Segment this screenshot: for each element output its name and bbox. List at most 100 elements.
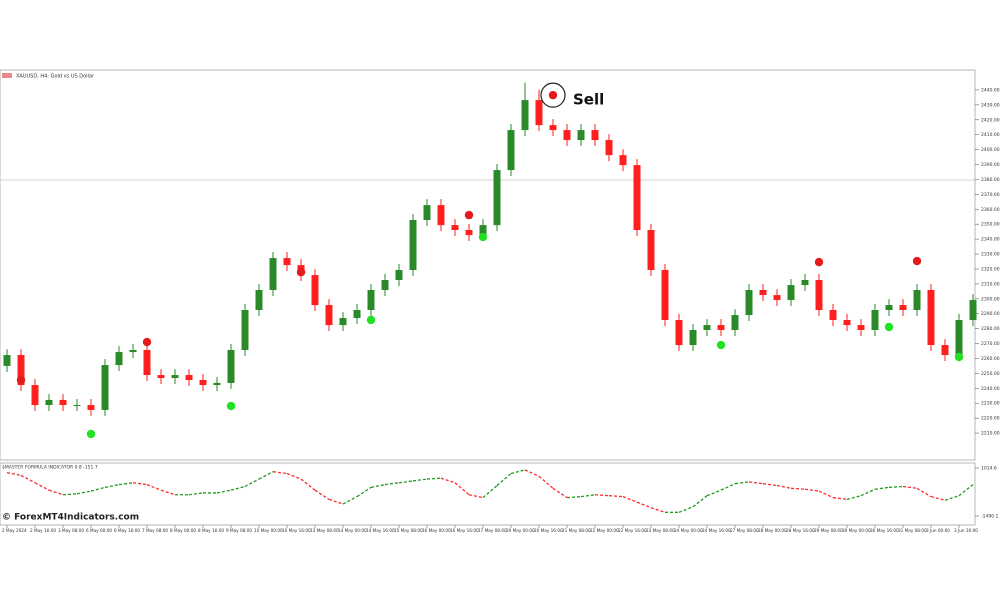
indicator-segment	[90, 486, 106, 492]
x-tick-label: 27 May 08:00	[730, 528, 759, 533]
indicator-segment	[62, 493, 78, 496]
x-tick-label: 3 Jun 00:00	[926, 528, 950, 533]
candle-body	[689, 329, 697, 346]
indicator-segment	[342, 496, 358, 505]
indicator-segment	[468, 494, 484, 499]
indicator-segment	[930, 495, 946, 501]
indicator-segment	[286, 472, 302, 480]
indicator-segment	[692, 495, 708, 508]
signal-dot	[884, 322, 894, 332]
indicator-segment	[524, 469, 540, 477]
candle-body	[409, 220, 417, 271]
y-tick-label: 2270.00	[981, 341, 1000, 347]
y-tick-label: 2310.00	[981, 281, 1000, 287]
y-tick-label: 2240.00	[981, 386, 1000, 392]
y-tick-label: 2420.00	[981, 117, 1000, 123]
candle-body	[801, 280, 809, 286]
indicator-segment	[160, 489, 176, 496]
candle-body	[605, 140, 613, 156]
candle-body	[899, 305, 907, 310]
candle-body	[577, 130, 585, 141]
candle-body	[437, 205, 445, 226]
signal-dot	[86, 429, 96, 439]
candle-body	[171, 375, 179, 379]
signal-dot	[296, 267, 306, 277]
candle-body	[87, 405, 95, 410]
candle-body	[465, 230, 473, 236]
candle-body	[3, 355, 11, 366]
indicator-segment	[314, 489, 330, 500]
signal-dot	[16, 375, 26, 385]
candle-body	[129, 349, 137, 353]
indicator-segment	[902, 485, 918, 489]
indicator-segment	[720, 483, 736, 491]
indicator-segment	[678, 506, 694, 513]
indicator-segment	[594, 494, 610, 497]
y-tick-label: 2230.00	[981, 401, 1000, 407]
indicator-segment	[706, 489, 722, 497]
indicator-segment	[888, 485, 904, 489]
candle-body	[955, 319, 963, 356]
candle-body	[479, 225, 487, 236]
y-tick-label: 2330.00	[981, 252, 1000, 258]
x-tick-label: 14 May 16:00	[366, 528, 395, 533]
x-tick-label: 21 May 08:00	[562, 528, 591, 533]
signal-dot	[548, 90, 558, 100]
candle-body	[367, 289, 375, 310]
indicator-segment	[622, 496, 638, 503]
candle-body	[199, 379, 207, 386]
x-tick-label: 14 May 00:00	[338, 528, 367, 533]
candle-body	[353, 309, 361, 319]
indicator-segment	[328, 498, 344, 505]
x-tick-label: 8 May 16:00	[198, 528, 224, 533]
indicator-segment	[916, 487, 932, 498]
chart-header: XAUUSD, H4: Gold vs US Dollar	[16, 74, 95, 80]
y-tick-label: 2290.00	[981, 311, 1000, 317]
indicator-segment	[20, 474, 36, 484]
indicator-segment	[398, 480, 414, 484]
candle-body	[241, 309, 249, 350]
candle-body	[521, 100, 529, 131]
candle-body	[17, 355, 25, 386]
x-tick-label: 20 May 00:00	[506, 528, 535, 533]
signal-dot	[142, 337, 152, 347]
y-tick-label: 2250.00	[981, 371, 1000, 377]
x-tick-label: 23 May 08:00	[646, 528, 675, 533]
main-panel	[0, 69, 976, 461]
signal-dot	[814, 257, 824, 267]
candle-body	[325, 305, 333, 326]
indicator-segment	[762, 483, 778, 487]
indicator-segment	[636, 501, 652, 509]
candle-body	[829, 309, 837, 320]
indicator-segment	[496, 473, 512, 487]
candle-body	[395, 270, 403, 281]
indicator-segment	[944, 495, 960, 501]
candle-body	[311, 275, 319, 306]
indicator-segment	[580, 494, 596, 498]
x-tick-label: 6 May 00:00	[86, 528, 112, 533]
x-tick-label: 10 May 00:00	[254, 528, 283, 533]
indicator-segment	[566, 495, 582, 499]
candle-body	[787, 285, 795, 300]
indicator-segment	[132, 482, 148, 486]
indicator-segment	[440, 477, 456, 484]
x-tick-label: 17 May 08:00	[478, 528, 507, 533]
indicator-segment	[118, 482, 134, 486]
indicator-segment	[650, 507, 666, 513]
y-tick-label: 2280.00	[981, 326, 1000, 332]
candle-body	[451, 225, 459, 231]
y-tick-label: 2440.00	[981, 87, 1000, 93]
y-tick-label: -1490.1	[981, 514, 999, 520]
y-tick-label: 2300.00	[981, 296, 1000, 302]
candle-body	[213, 382, 221, 386]
indicator-segment	[538, 475, 554, 489]
y-tick-label: 2430.00	[981, 102, 1000, 108]
x-tick-label: 9 May 08:00	[226, 528, 252, 533]
y-tick-label: 2220.00	[981, 416, 1000, 422]
y-tick-label: 2360.00	[981, 207, 1000, 213]
x-tick-label: 13 May 08:00	[310, 528, 339, 533]
indicator-segment	[356, 486, 372, 498]
x-tick-label: 8 May 00:00	[170, 528, 196, 533]
